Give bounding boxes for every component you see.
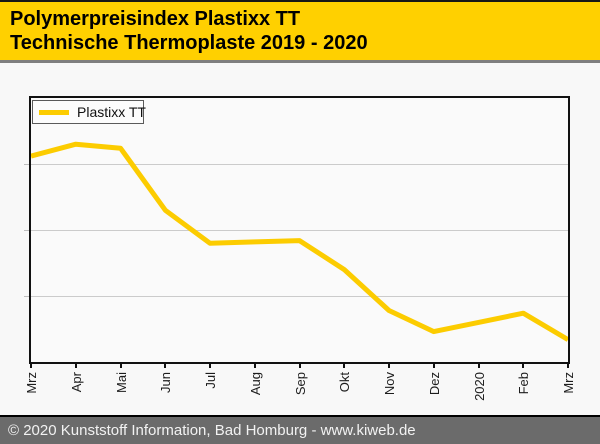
x-axis-label: Sep — [293, 372, 308, 396]
x-axis-tick — [75, 362, 77, 368]
x-axis-tick — [299, 362, 301, 368]
x-axis-label: Aug — [248, 372, 263, 396]
x-axis-label: Mrz — [24, 372, 39, 394]
header-banner: Polymerpreisindex Plastixx TT Technische… — [0, 0, 600, 60]
y-axis-tick — [24, 296, 29, 297]
page-title: Polymerpreisindex Plastixx TT — [10, 8, 301, 30]
chart-gridline — [31, 164, 568, 165]
chart-gridline — [31, 296, 568, 297]
chart-plot — [29, 96, 570, 364]
x-axis-tick — [30, 362, 32, 368]
x-axis-tick — [343, 362, 345, 368]
x-axis-label: Dez — [427, 372, 442, 396]
x-axis-tick — [164, 362, 166, 368]
x-axis-label: 2020 — [472, 372, 487, 401]
x-axis-tick — [388, 362, 390, 368]
x-axis-tick — [209, 362, 211, 368]
x-axis-label: Jul — [203, 372, 218, 389]
y-axis-tick — [24, 230, 29, 231]
x-axis-label: Mrz — [561, 372, 576, 394]
legend-line-swatch — [39, 109, 69, 115]
footer-text: © 2020 Kunststoff Information, Bad Hombu… — [8, 422, 416, 439]
header-separator — [0, 60, 600, 63]
x-axis-label: Jun — [158, 372, 173, 393]
footer-bar: © 2020 Kunststoff Information, Bad Hombu… — [0, 415, 600, 444]
legend: Plastixx TT — [32, 100, 146, 124]
x-axis-label: Apr — [69, 372, 84, 393]
x-axis-tick — [433, 362, 435, 368]
legend-label: Plastixx TT — [77, 104, 146, 120]
x-axis-label: Feb — [516, 372, 531, 395]
x-axis-tick — [567, 362, 569, 368]
x-axis-label: Nov — [382, 372, 397, 396]
plastixx-line — [31, 141, 568, 342]
x-axis-tick — [120, 362, 122, 368]
x-axis-tick — [478, 362, 480, 368]
y-axis-tick — [24, 164, 29, 165]
x-axis-label: Okt — [337, 372, 352, 393]
line-chart-canvas — [31, 141, 568, 342]
x-axis-label: Mai — [114, 372, 129, 393]
x-axis-tick — [522, 362, 524, 368]
header-titles: Polymerpreisindex Plastixx TT Technische… — [0, 2, 600, 55]
chart-gridline — [31, 230, 568, 231]
x-axis-tick — [254, 362, 256, 368]
page-subtitle: Technische Thermoplaste 2019 - 2020 — [10, 32, 368, 54]
